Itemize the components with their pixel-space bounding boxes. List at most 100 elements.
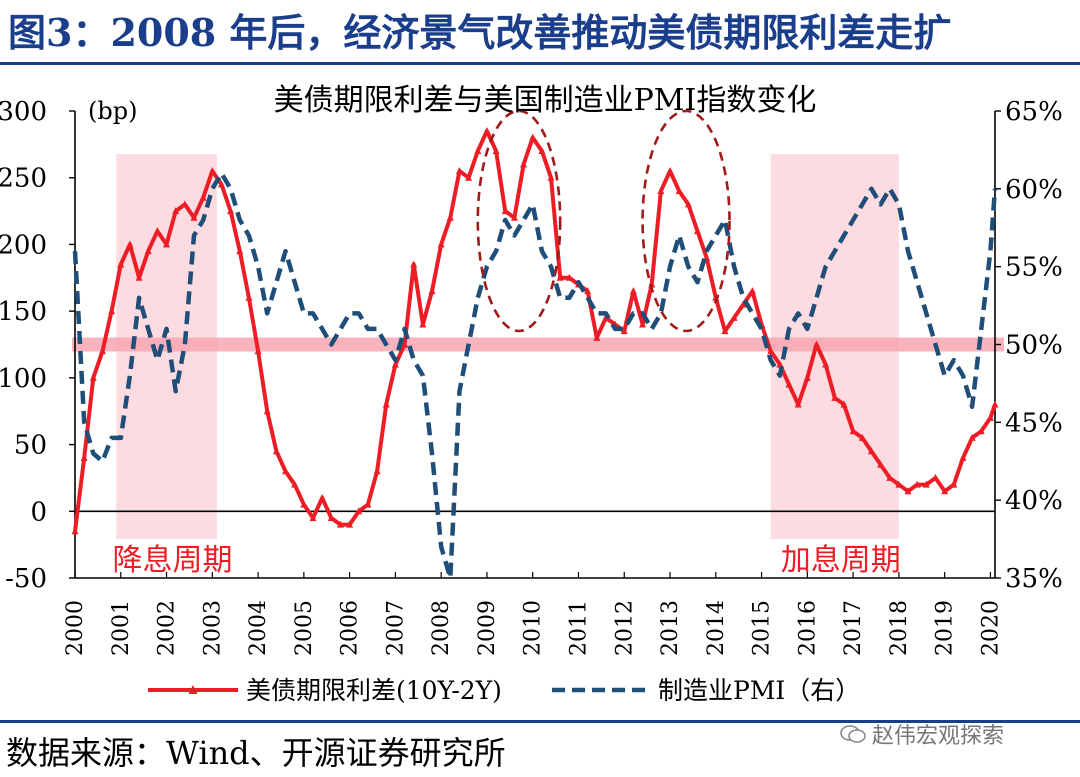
legend-pmi-label: 制造业PMI（右） bbox=[658, 676, 860, 705]
series-spread-point bbox=[520, 160, 528, 168]
x-tick-label: 2017 bbox=[841, 600, 866, 656]
series-spread-point bbox=[822, 360, 830, 368]
series-spread-point bbox=[950, 480, 958, 488]
region-label-1: 降息周期 bbox=[113, 543, 233, 578]
series-spread-point bbox=[986, 413, 994, 421]
series-spread-point bbox=[666, 167, 674, 175]
series-spread-point bbox=[941, 487, 949, 495]
series-spread-point bbox=[904, 487, 912, 495]
series-spread-point bbox=[474, 147, 482, 155]
series-spread-point bbox=[565, 273, 573, 281]
x-tick-label: 2000 bbox=[63, 600, 88, 656]
wechat-icon bbox=[840, 725, 866, 743]
series-spread-point bbox=[730, 313, 738, 321]
series-spread-point bbox=[886, 473, 894, 481]
labels: 降息周期 加息周期 美债期限利差与美国制造业PMI指数变化 bbox=[113, 83, 901, 578]
series-spread-point bbox=[428, 287, 436, 295]
series-spread-point bbox=[968, 433, 976, 441]
series-spread-point bbox=[785, 380, 793, 388]
x-tick-label: 2012 bbox=[612, 600, 637, 656]
series-spread-point bbox=[208, 167, 216, 175]
series-spread-point bbox=[98, 347, 106, 355]
x-tick-label: 2002 bbox=[155, 600, 180, 656]
bottom-rule bbox=[0, 720, 1080, 723]
x-tick-label: 2019 bbox=[933, 600, 958, 656]
legend-spread-label: 美债期限利差(10Y-2Y) bbox=[246, 676, 502, 705]
series-spread-point bbox=[199, 193, 207, 201]
series-spread-point bbox=[144, 247, 152, 255]
series-spread-point bbox=[675, 187, 683, 195]
series-spread-point bbox=[190, 213, 198, 221]
series-spread-point bbox=[263, 407, 271, 415]
series-spread-point bbox=[236, 247, 244, 255]
series-spread-point bbox=[391, 360, 399, 368]
series-spread-point bbox=[465, 173, 473, 181]
x-tick-label: 2010 bbox=[521, 600, 546, 656]
series-spread-point bbox=[510, 213, 518, 221]
series-spread-point bbox=[529, 133, 537, 141]
series-spread-point bbox=[163, 240, 171, 248]
series-spread-point bbox=[684, 200, 692, 208]
series-spread-point bbox=[767, 347, 775, 355]
x-tick-label: 2018 bbox=[887, 600, 912, 656]
series-spread-point bbox=[922, 480, 930, 488]
series-spread-point bbox=[584, 287, 592, 295]
series-spread-point bbox=[153, 227, 161, 235]
series-layer bbox=[71, 127, 999, 581]
left-tick-label: 300 bbox=[0, 97, 47, 127]
chart-title: 美债期限利差与美国制造业PMI指数变化 bbox=[274, 83, 817, 118]
series-spread-point bbox=[80, 453, 88, 461]
x-tick-label: 2006 bbox=[338, 600, 363, 656]
series-spread-point bbox=[327, 513, 335, 521]
highlight-circles bbox=[476, 109, 731, 333]
series-spread-point bbox=[245, 293, 253, 301]
series-spread-point bbox=[639, 320, 647, 328]
series-spread-point bbox=[217, 180, 225, 188]
series-spread-point bbox=[812, 340, 820, 348]
x-tick-label: 2011 bbox=[566, 600, 591, 656]
series-spread-point bbox=[858, 433, 866, 441]
left-tick-label: -50 bbox=[5, 564, 47, 594]
series-spread-point bbox=[419, 320, 427, 328]
right-tick-label: 60% bbox=[1005, 175, 1063, 205]
series-spread-point bbox=[776, 360, 784, 368]
series-spread-point bbox=[867, 447, 875, 455]
series-pmi-line bbox=[72, 171, 998, 581]
region-label-2: 加息周期 bbox=[781, 543, 901, 578]
series-spread-point bbox=[629, 287, 637, 295]
series-spread-point bbox=[346, 520, 354, 528]
series-spread-point bbox=[556, 273, 564, 281]
x-tick-label: 2007 bbox=[383, 600, 408, 656]
axes: 300 250 200 150 100 50 0 -50 65% 60% 55% 50% 45% 40% 3… bbox=[0, 97, 1063, 656]
right-tick-label: 50% bbox=[1005, 331, 1063, 361]
left-tick-label: 50 bbox=[14, 431, 47, 461]
series-spread-point bbox=[126, 240, 134, 248]
series-spread-point bbox=[794, 400, 802, 408]
legend-spread-marker bbox=[188, 685, 198, 694]
series-spread-point bbox=[172, 207, 180, 215]
series-spread-point bbox=[831, 393, 839, 401]
series-spread-point bbox=[877, 460, 885, 468]
series-spread-point bbox=[501, 207, 509, 215]
series-spread-point bbox=[931, 473, 939, 481]
series-spread-point bbox=[227, 207, 235, 215]
series-spread-point bbox=[913, 480, 921, 488]
series-spread-point bbox=[721, 327, 729, 335]
series-spread-point bbox=[849, 427, 857, 435]
x-tick-label: 2014 bbox=[704, 600, 729, 656]
series-spread-point bbox=[991, 400, 999, 408]
x-tick-label: 2001 bbox=[109, 600, 134, 656]
series-spread-point bbox=[483, 127, 491, 135]
right-tick-label: 35% bbox=[1005, 564, 1063, 594]
series-spread-point bbox=[71, 527, 79, 535]
right-tick-label: 65% bbox=[1005, 97, 1063, 127]
series-spread-point bbox=[693, 227, 701, 235]
series-spread-point bbox=[455, 167, 463, 175]
left-tick-label: 150 bbox=[0, 297, 47, 327]
series-spread-point bbox=[108, 307, 116, 315]
series-spread-point bbox=[318, 493, 326, 501]
left-tick-label: 250 bbox=[0, 164, 47, 194]
series-spread-point bbox=[336, 520, 344, 528]
x-tick-label: 2016 bbox=[795, 600, 820, 656]
series-spread-point bbox=[382, 400, 390, 408]
